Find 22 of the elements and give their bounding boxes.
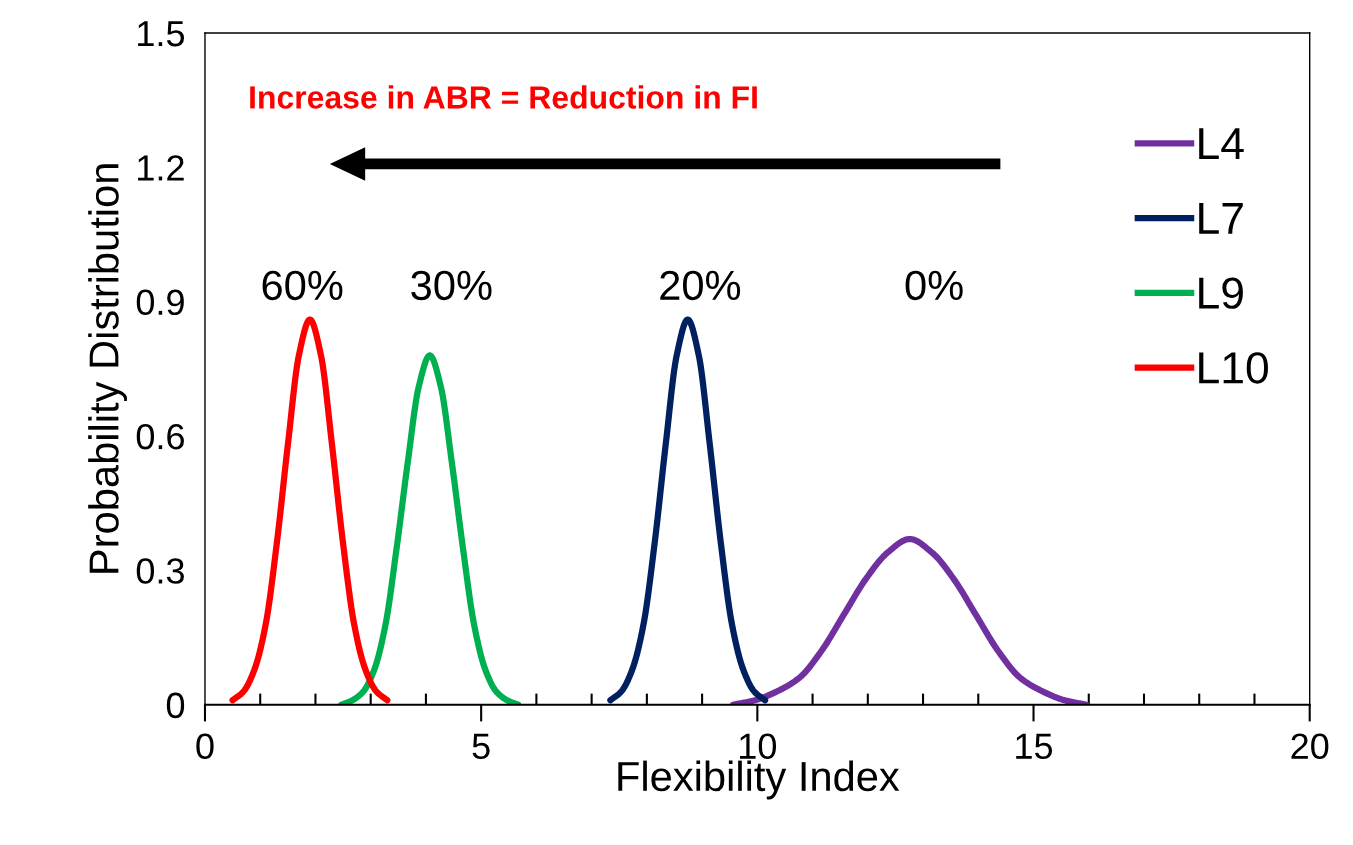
x-axis-title: Flexibility Index [618,760,900,800]
y-tick-label: 1.5 [138,21,185,47]
y-tick-label: 0.9 [136,289,184,316]
x-tick-label: 20 [1291,733,1329,760]
y-tick-label: 0.3 [136,558,184,584]
annotation: Increase in ABR = Reduction in FI [250,85,757,109]
y-tick-label: 1.2 [138,155,184,181]
annotation: 30% [411,270,492,301]
y-tick-label: 0.6 [136,423,184,450]
legend-label: L10 [1199,352,1268,384]
legend-label: L7 [1199,203,1243,234]
x-tick-label: 0 [196,733,214,760]
y-axis-title: Probability Distribution [88,164,128,573]
legend-label: L9 [1199,277,1243,309]
annotation: 0% [905,270,963,301]
annotation: 60% [262,270,343,301]
annotation: 20% [660,270,741,301]
x-tick-label: 10 [740,733,777,760]
y-tick-label: 0 [166,692,185,719]
x-tick-label: 5 [472,733,490,760]
x-tick-label: 15 [1016,733,1053,760]
legend-label: L4 [1199,128,1244,159]
